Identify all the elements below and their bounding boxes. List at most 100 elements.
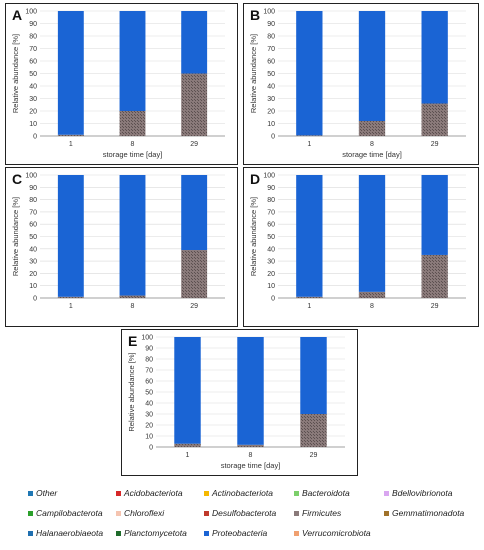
legend-swatch bbox=[28, 530, 33, 536]
bar-proteobacteria-8 bbox=[358, 175, 386, 292]
chart-panel-d: D 0 10 20 30 40 50 60 70 80 90 100 1 8 29 Relative abu… bbox=[243, 167, 479, 327]
y-tick-label: 10 bbox=[267, 121, 275, 128]
legend-label: Campilobacterota bbox=[36, 508, 103, 518]
y-tick-label: 0 bbox=[33, 296, 37, 303]
legend-label: Firmicutes bbox=[302, 508, 342, 518]
y-tick-label: 100 bbox=[25, 173, 37, 180]
legend-item: Halanaerobiaeota bbox=[28, 528, 103, 538]
legend: Other Acidobacteriota Actinobacteriota Bact… bbox=[28, 482, 478, 546]
legend-item: Verrucomicrobiota bbox=[294, 528, 371, 538]
chart-panel-e: E 0 10 20 30 40 50 60 70 80 90 100 1 8 29 storage time… bbox=[121, 329, 358, 476]
y-tick-label: 50 bbox=[29, 234, 37, 241]
chart-svg-b: 0 10 20 30 40 50 60 70 80 90 100 1 8 29 storage time [… bbox=[249, 9, 466, 159]
bar-proteobacteria-1 bbox=[174, 337, 201, 444]
legend-label: Bacteroidota bbox=[302, 488, 350, 498]
bar-proteobacteria-1 bbox=[296, 11, 323, 136]
y-tick-label: 80 bbox=[267, 34, 275, 41]
legend-item: Chloroflexi bbox=[116, 508, 164, 518]
y-tick-label: 90 bbox=[29, 21, 37, 28]
x-tick-label: 29 bbox=[431, 141, 439, 148]
y-tick-label: 40 bbox=[145, 401, 153, 408]
bar-firmicutes-1 bbox=[57, 296, 84, 298]
legend-item: Proteobacteria bbox=[204, 528, 267, 538]
x-tick-label: 8 bbox=[370, 141, 374, 148]
y-tick-label: 20 bbox=[267, 109, 275, 116]
bar-proteobacteria-1 bbox=[57, 11, 84, 135]
y-tick-label: 60 bbox=[29, 59, 37, 66]
bar-proteobacteria-8 bbox=[119, 11, 146, 111]
y-axis-label: Relative abundance [%] bbox=[249, 197, 258, 276]
legend-swatch bbox=[204, 490, 209, 496]
legend-swatch bbox=[204, 530, 209, 536]
bar-proteobacteria-8 bbox=[237, 337, 264, 445]
legend-swatch bbox=[204, 510, 209, 516]
y-tick-label: 30 bbox=[267, 96, 275, 103]
chart-svg-e: 0 10 20 30 40 50 60 70 80 90 100 1 8 29 storage time [… bbox=[127, 335, 345, 470]
legend-swatch bbox=[294, 530, 299, 536]
bar-proteobacteria-1 bbox=[296, 175, 323, 297]
legend-item: Gemmatimonadota bbox=[384, 508, 464, 518]
legend-item: Planctomycetota bbox=[116, 528, 187, 538]
legend-swatch bbox=[384, 510, 389, 516]
bar-proteobacteria-29 bbox=[181, 175, 208, 251]
bar-proteobacteria-29 bbox=[421, 175, 448, 255]
y-axis-label: Relative abundance [%] bbox=[11, 197, 20, 276]
y-tick-label: 60 bbox=[145, 379, 153, 386]
y-tick-label: 20 bbox=[29, 271, 37, 278]
y-tick-label: 70 bbox=[29, 46, 37, 53]
x-tick-label: 8 bbox=[370, 303, 374, 310]
panel-label-c: C bbox=[12, 171, 23, 187]
bar-proteobacteria-29 bbox=[181, 11, 208, 74]
chart-panel-b: B 0 10 20 30 40 50 60 70 80 90 100 1 8 29 storage time… bbox=[243, 3, 479, 165]
y-tick-label: 80 bbox=[29, 197, 37, 204]
y-axis-label: Relative abundance [%] bbox=[11, 34, 20, 113]
y-tick-label: 10 bbox=[29, 121, 37, 128]
legend-label: Acidobacteriota bbox=[124, 488, 183, 498]
y-tick-label: 90 bbox=[145, 346, 153, 353]
y-tick-label: 60 bbox=[267, 222, 275, 229]
y-tick-label: 10 bbox=[29, 283, 37, 290]
y-tick-label: 40 bbox=[267, 84, 275, 91]
y-tick-label: 90 bbox=[267, 21, 275, 28]
legend-label: Chloroflexi bbox=[124, 508, 165, 518]
x-tick-label: 8 bbox=[131, 303, 135, 310]
y-tick-label: 50 bbox=[145, 390, 153, 397]
legend-label: Gemmatimonadota bbox=[392, 508, 465, 518]
legend-label: Desulfobacterota bbox=[212, 508, 277, 518]
legend-label: Other bbox=[36, 488, 58, 498]
y-tick-label: 60 bbox=[29, 222, 37, 229]
x-tick-label: 1 bbox=[69, 303, 73, 310]
chart-svg-c: 0 10 20 30 40 50 60 70 80 90 100 1 8 29 Relative abund… bbox=[11, 173, 225, 310]
y-tick-label: 90 bbox=[29, 185, 37, 192]
legend-label: Actinobacteriota bbox=[212, 488, 273, 498]
x-tick-label: 29 bbox=[190, 303, 198, 310]
bar-proteobacteria-1 bbox=[57, 175, 84, 297]
legend-swatch bbox=[28, 490, 33, 496]
y-tick-label: 40 bbox=[29, 246, 37, 253]
y-tick-label: 100 bbox=[263, 9, 275, 16]
legend-item: Other bbox=[28, 488, 57, 498]
x-tick-label: 8 bbox=[131, 141, 135, 148]
y-axis-label: Relative abundance [%] bbox=[249, 34, 258, 113]
bar-firmicutes-29 bbox=[421, 254, 448, 298]
legend-item: Actinobacteriota bbox=[204, 488, 273, 498]
y-tick-label: 40 bbox=[267, 246, 275, 253]
panel-label-d: D bbox=[250, 171, 261, 187]
panel-label-b: B bbox=[250, 7, 261, 23]
bar-firmicutes-8 bbox=[119, 295, 146, 298]
y-tick-label: 70 bbox=[29, 209, 37, 216]
legend-label: Halanaerobiaeota bbox=[36, 528, 104, 538]
legend-swatch bbox=[116, 530, 121, 536]
bar-firmicutes-8 bbox=[237, 444, 264, 447]
legend-item: Bdellovibrionota bbox=[384, 488, 452, 498]
bar-firmicutes-8 bbox=[119, 111, 146, 136]
bar-firmicutes-8 bbox=[358, 121, 386, 136]
x-tick-label: 1 bbox=[186, 452, 190, 459]
bar-firmicutes-1 bbox=[57, 134, 84, 136]
bar-proteobacteria-29 bbox=[300, 337, 327, 414]
chart-svg-d: 0 10 20 30 40 50 60 70 80 90 100 1 8 29 Relative abund… bbox=[249, 173, 466, 310]
chart-panel-a: A 0 10 20 30 40 50 60 70 80 90 100 1 8 29 storage time… bbox=[5, 3, 238, 165]
chart-svg-a: 0 10 20 30 40 50 60 70 80 90 100 1 8 29 storage time [… bbox=[11, 9, 225, 159]
y-tick-label: 80 bbox=[267, 197, 275, 204]
x-tick-label: 1 bbox=[307, 303, 311, 310]
